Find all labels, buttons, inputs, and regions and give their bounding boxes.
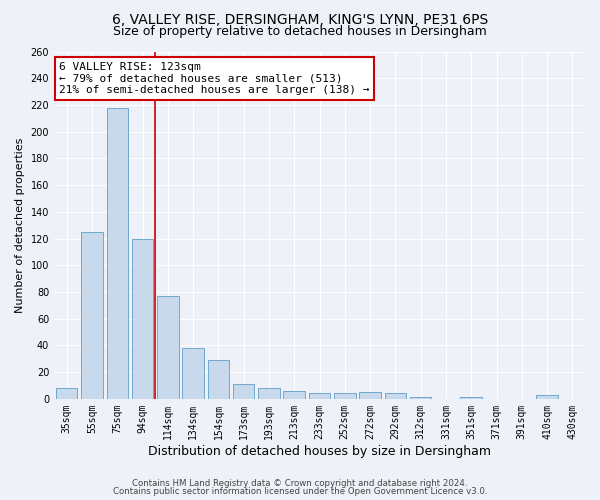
Bar	[536, 395, 558, 399]
X-axis label: Distribution of detached houses by size in Dersingham: Distribution of detached houses by size …	[148, 444, 491, 458]
Text: Size of property relative to detached houses in Dersingham: Size of property relative to detached ho…	[113, 25, 487, 38]
Bar	[385, 394, 406, 399]
Bar	[410, 398, 431, 399]
Bar	[208, 360, 229, 399]
Text: Contains public sector information licensed under the Open Government Licence v3: Contains public sector information licen…	[113, 487, 487, 496]
Bar	[233, 384, 254, 399]
Text: Contains HM Land Registry data © Crown copyright and database right 2024.: Contains HM Land Registry data © Crown c…	[132, 478, 468, 488]
Bar	[283, 391, 305, 399]
Bar	[334, 394, 356, 399]
Bar	[132, 238, 153, 399]
Bar	[460, 398, 482, 399]
Text: 6, VALLEY RISE, DERSINGHAM, KING'S LYNN, PE31 6PS: 6, VALLEY RISE, DERSINGHAM, KING'S LYNN,…	[112, 12, 488, 26]
Text: 6 VALLEY RISE: 123sqm
← 79% of detached houses are smaller (513)
21% of semi-det: 6 VALLEY RISE: 123sqm ← 79% of detached …	[59, 62, 370, 95]
Bar	[309, 394, 330, 399]
Bar	[157, 296, 179, 399]
Bar	[56, 388, 77, 399]
Bar	[182, 348, 204, 399]
Y-axis label: Number of detached properties: Number of detached properties	[15, 138, 25, 313]
Bar	[258, 388, 280, 399]
Bar	[359, 392, 381, 399]
Bar	[81, 232, 103, 399]
Bar	[107, 108, 128, 399]
